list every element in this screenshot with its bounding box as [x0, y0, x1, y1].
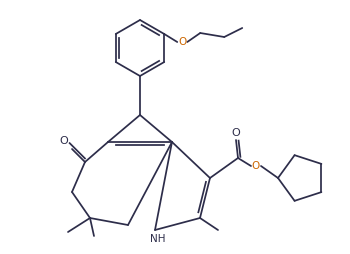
Text: O: O — [60, 136, 68, 146]
Text: NH: NH — [150, 234, 166, 244]
Text: O: O — [178, 37, 186, 47]
Text: O: O — [232, 128, 240, 138]
Text: O: O — [252, 161, 260, 171]
